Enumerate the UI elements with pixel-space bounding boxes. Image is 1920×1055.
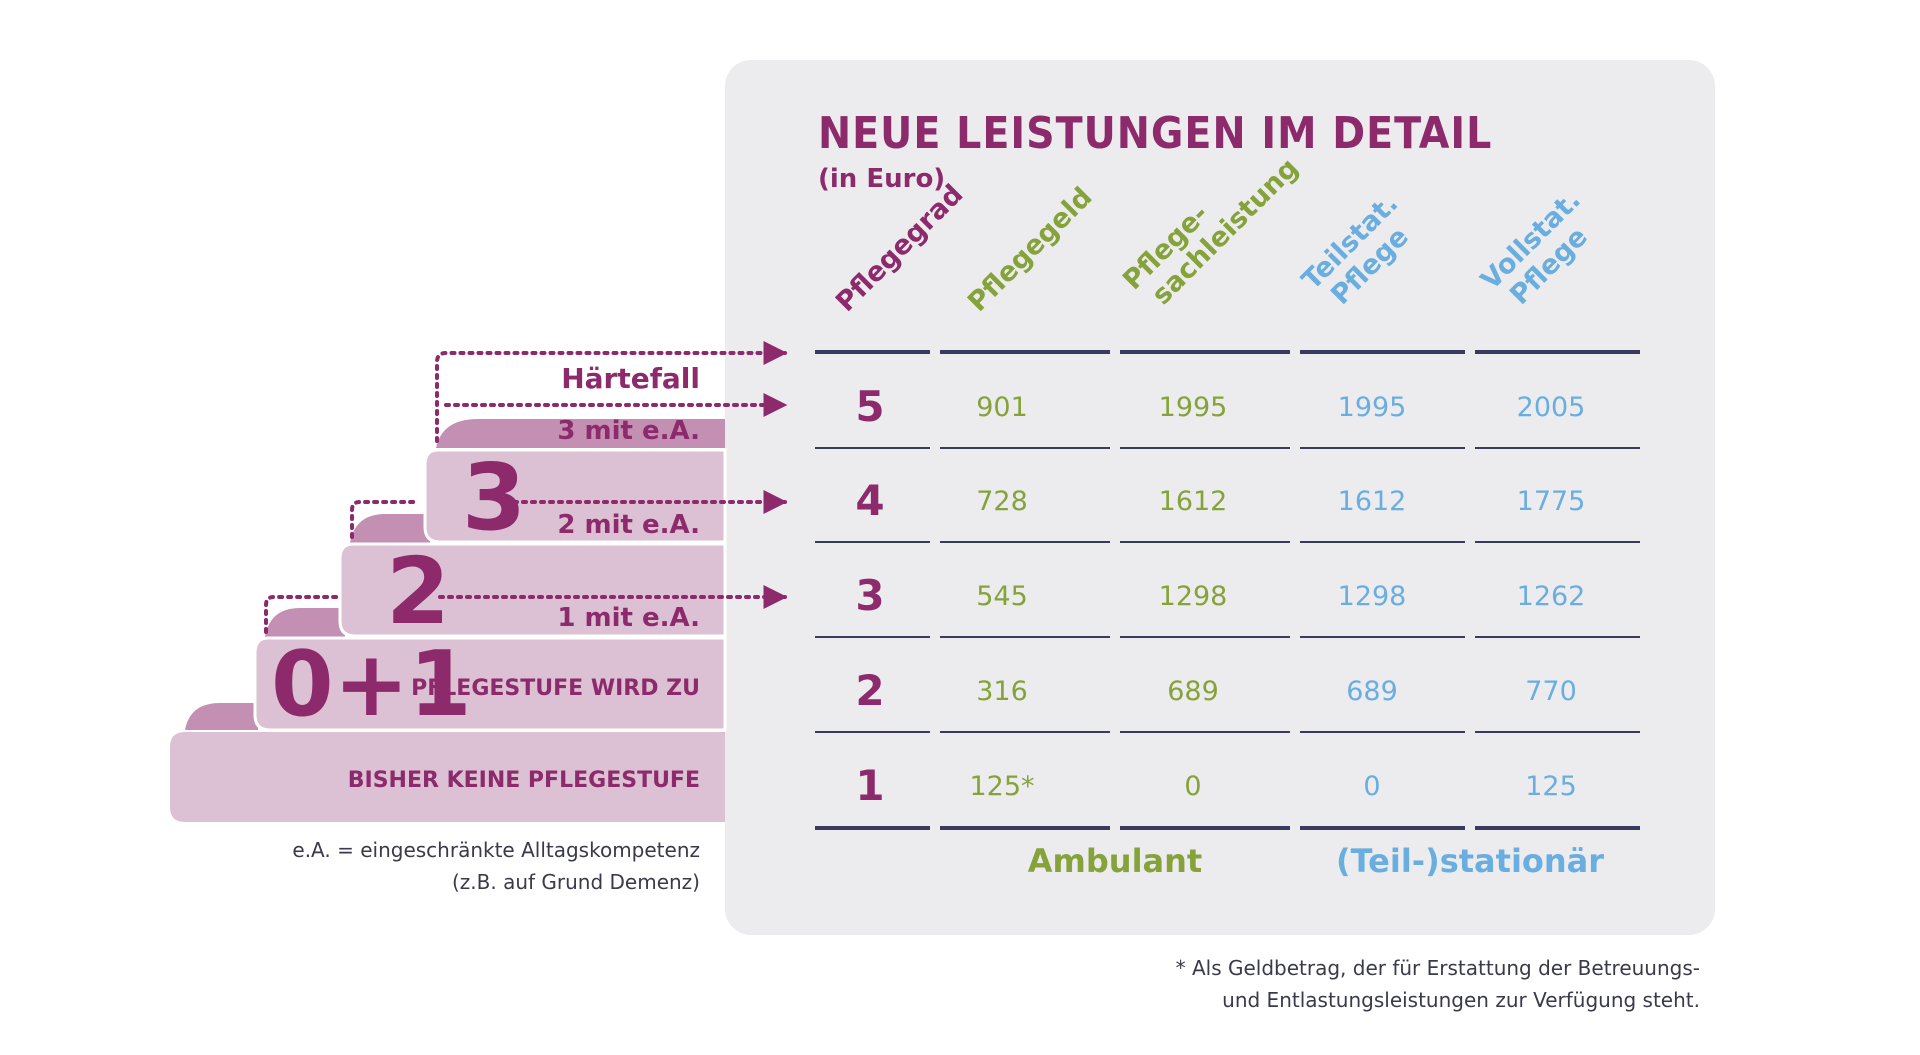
table-cell-sachleistung: 0 (1184, 771, 1202, 802)
footnote-line1: * Als Geldbetrag, der für Erstattung der… (1175, 956, 1700, 980)
table-cell-pflegegrad: 1 (855, 761, 885, 810)
stair-block-01 (253, 636, 727, 732)
chart-title: NEUE LEISTUNGEN IM DETAIL (818, 108, 1493, 159)
label-wird-zu: PFLEGESTUFE WIRD ZU (411, 676, 700, 701)
stair-block-2 (338, 542, 727, 638)
table-panel (725, 60, 1715, 935)
arrow-stufe1-ea (264, 595, 339, 634)
table-rule (1120, 826, 1290, 830)
table-rule (940, 350, 1110, 354)
note-ea-line1: e.A. = eingeschränkte Alltagskompetenz (292, 838, 700, 862)
arrow-stufe2-ea (350, 500, 416, 539)
table-rule (1120, 447, 1290, 449)
table-cell-pflegegeld: 545 (976, 581, 1028, 612)
table-cell-vollstat: 1262 (1516, 581, 1586, 612)
table-rule (940, 826, 1110, 830)
table-rule (1300, 826, 1465, 830)
stair-tab-1 (265, 608, 345, 637)
table-rule (1120, 541, 1290, 543)
table-cell-teilstat: 1612 (1337, 486, 1407, 517)
table-cell-teilstat: 689 (1346, 676, 1398, 707)
table-cell-pflegegeld: 125* (969, 771, 1035, 802)
label-stufe01: 0+1 (271, 632, 472, 737)
table-cell-teilstat: 1298 (1337, 581, 1407, 612)
table-cell-teilstat: 1995 (1337, 392, 1407, 423)
table-rule (1475, 447, 1640, 449)
table-rule (940, 636, 1110, 638)
label-stufe2-ea: 2 mit e.A. (557, 510, 700, 540)
label-stufe2: 2 (386, 538, 451, 645)
table-rule (1475, 731, 1640, 733)
chart-subtitle: (in Euro) (818, 164, 946, 194)
table-rule (1475, 541, 1640, 543)
note-ea-line2: (z.B. auf Grund Demenz) (451, 870, 700, 894)
table-rule (815, 447, 930, 449)
table-cell-vollstat: 2005 (1516, 392, 1586, 423)
table-cell-teilstat: 0 (1363, 771, 1381, 802)
table-rule (940, 447, 1110, 449)
table-rule (1300, 541, 1465, 543)
label-stufe3: 3 (462, 444, 527, 551)
stair-tab-2 (350, 514, 430, 543)
group-label-1: (Teil-)stationär (1335, 842, 1605, 880)
table-rule (815, 350, 930, 354)
group-label-0: Ambulant (1027, 842, 1203, 880)
table-rule (1475, 350, 1640, 354)
table-cell-sachleistung: 1298 (1158, 581, 1228, 612)
label-stufe1-ea: 1 mit e.A. (557, 603, 700, 633)
table-rule (1120, 731, 1290, 733)
stair-block-3 (423, 448, 727, 544)
table-cell-sachleistung: 1612 (1158, 486, 1228, 517)
label-stufe3-ea: 3 mit e.A. (557, 416, 700, 446)
table-rule (1300, 447, 1465, 449)
table-cell-vollstat: 1775 (1516, 486, 1586, 517)
table-cell-pflegegeld: 901 (976, 392, 1028, 423)
table-rule (1300, 731, 1465, 733)
stair-block-keine (170, 732, 725, 822)
table-rule (940, 731, 1110, 733)
table-cell-vollstat: 770 (1525, 676, 1577, 707)
footnote-line2: und Entlastungsleistungen zur Verfügung … (1222, 988, 1700, 1012)
table-cell-pflegegrad: 4 (855, 476, 885, 525)
table-rule (815, 541, 930, 543)
table-cell-pflegegeld: 316 (976, 676, 1028, 707)
table-rule (1475, 636, 1640, 638)
table-rule (815, 731, 930, 733)
table-rule (1120, 636, 1290, 638)
table-rule (1475, 826, 1640, 830)
table-rule (815, 636, 930, 638)
table-cell-vollstat: 125 (1525, 771, 1577, 802)
table-cell-pflegegeld: 728 (976, 486, 1028, 517)
table-cell-sachleistung: 689 (1167, 676, 1219, 707)
label-keine-stufe: BISHER KEINE PFLEGESTUFE (347, 768, 700, 793)
table-cell-pflegegrad: 3 (855, 571, 885, 620)
arrow-haertefall (435, 341, 788, 443)
table-cell-pflegegrad: 5 (855, 382, 885, 431)
stair-tab-0 (185, 703, 258, 730)
table-rule (1300, 636, 1465, 638)
table-cell-sachleistung: 1995 (1158, 392, 1228, 423)
table-cell-pflegegrad: 2 (855, 666, 885, 715)
table-rule (815, 826, 930, 830)
table-rule (1300, 350, 1465, 354)
table-rule (940, 541, 1110, 543)
stair-tab-3 (436, 419, 725, 448)
label-haertefall: Härtefall (561, 362, 700, 395)
table-rule (1120, 350, 1290, 354)
